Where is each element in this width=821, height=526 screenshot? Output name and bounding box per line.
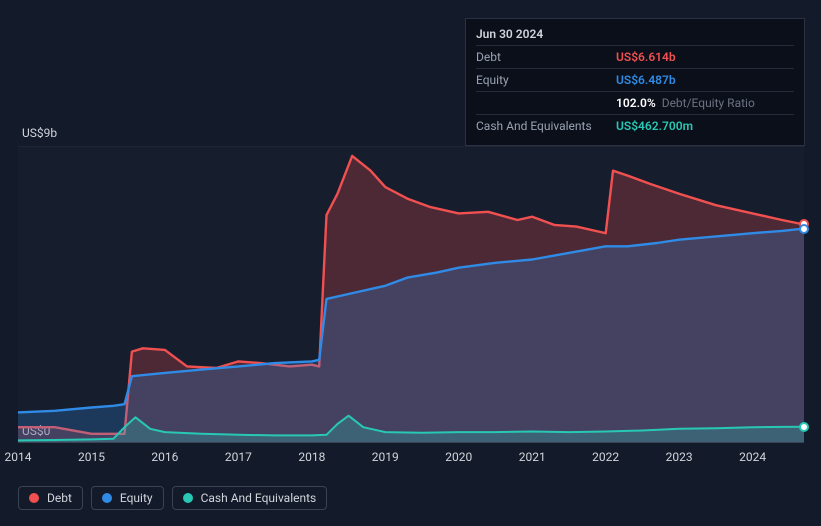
x-tick-label: 2017 — [225, 450, 252, 464]
series-marker-cash — [799, 422, 809, 432]
legend-dot-icon — [102, 493, 112, 503]
legend-label: Equity — [120, 491, 153, 505]
legend-item-equity[interactable]: Equity — [91, 486, 164, 510]
x-tick-label: 2022 — [592, 450, 619, 464]
x-tick-label: 2020 — [445, 450, 472, 464]
legend-label: Cash And Equivalents — [201, 491, 317, 505]
x-tick-label: 2019 — [372, 450, 399, 464]
legend-dot-icon — [183, 493, 193, 503]
chart-svg — [0, 0, 821, 526]
legend-item-debt[interactable]: Debt — [18, 486, 83, 510]
x-tick-label: 2014 — [5, 450, 32, 464]
x-tick-label: 2023 — [666, 450, 693, 464]
x-tick-label: 2018 — [298, 450, 325, 464]
x-tick-label: 2016 — [151, 450, 178, 464]
x-tick-label: 2021 — [519, 450, 546, 464]
legend-item-cash-and-equivalents[interactable]: Cash And Equivalents — [172, 486, 328, 510]
legend-dot-icon — [29, 493, 39, 503]
x-tick-label: 2015 — [78, 450, 105, 464]
chart-container: { "chart": { "type": "area", "width": 82… — [0, 0, 821, 526]
legend-label: Debt — [47, 491, 72, 505]
x-tick-label: 2024 — [739, 450, 766, 464]
chart-legend: Debt Equity Cash And Equivalents — [18, 486, 327, 510]
x-axis-line — [18, 442, 804, 443]
series-marker-equity — [799, 224, 809, 234]
